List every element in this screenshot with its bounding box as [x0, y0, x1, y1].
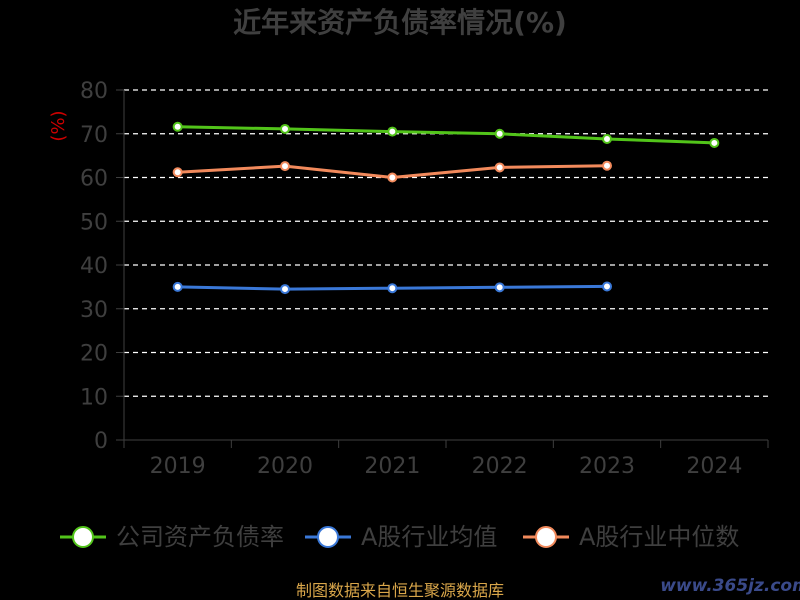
series-line-0 — [177, 125, 715, 145]
legend-marker-0 — [72, 526, 94, 548]
data-point — [172, 167, 183, 178]
data-point — [602, 281, 612, 292]
data-point — [387, 126, 398, 137]
data-point — [280, 284, 290, 295]
watermark: www.365jz.com — [660, 576, 800, 596]
y-tick-label: 10 — [80, 385, 108, 410]
chart-title: 近年来资产负债率情况(%) — [233, 6, 567, 39]
x-tick-label: 2020 — [257, 454, 313, 479]
legend-label-1: A股行业均值 — [361, 523, 497, 551]
y-axis-label: (%) — [48, 110, 69, 141]
legend-marker-1 — [317, 526, 339, 548]
series-group — [172, 121, 720, 295]
legend-marker-2 — [535, 526, 557, 548]
data-point — [172, 121, 183, 132]
y-tick-label: 60 — [80, 167, 108, 192]
data-point — [602, 160, 612, 171]
y-tick-label: 80 — [80, 79, 108, 104]
x-tick-label: 2023 — [579, 454, 635, 479]
y-tick-label: 50 — [80, 210, 108, 235]
y-tick-label: 40 — [80, 254, 108, 279]
y-tick-label: 70 — [80, 123, 108, 148]
x-tick-label: 2022 — [472, 454, 528, 479]
grid-lines — [124, 89, 768, 397]
x-tick-label: 2024 — [686, 454, 742, 479]
data-source-note: 制图数据来自恒生聚源数据库 — [296, 581, 504, 600]
y-tick-label: 20 — [80, 342, 108, 367]
data-point — [387, 283, 398, 294]
legend-label-2: A股行业中位数 — [579, 523, 739, 551]
data-point — [494, 162, 505, 173]
data-point — [602, 134, 612, 144]
axes: 0 10 20 30 40 50 60 70 80 2019 2020 2021 2022 2023 202… — [80, 79, 769, 479]
data-point — [280, 123, 290, 134]
y-tick-label: 0 — [94, 429, 108, 454]
data-point — [280, 161, 290, 172]
legend: 公司资产负债率 A股行业均值 A股行业中位数 — [60, 523, 739, 551]
x-tick-label: 2019 — [150, 454, 206, 479]
data-point — [494, 128, 505, 139]
data-point — [494, 282, 505, 293]
y-tick-label: 30 — [80, 298, 108, 323]
data-point — [387, 172, 398, 183]
legend-label-0: 公司资产负债率 — [116, 523, 284, 551]
data-point — [172, 281, 183, 292]
x-tick-label: 2021 — [364, 454, 420, 479]
data-point — [709, 137, 720, 148]
